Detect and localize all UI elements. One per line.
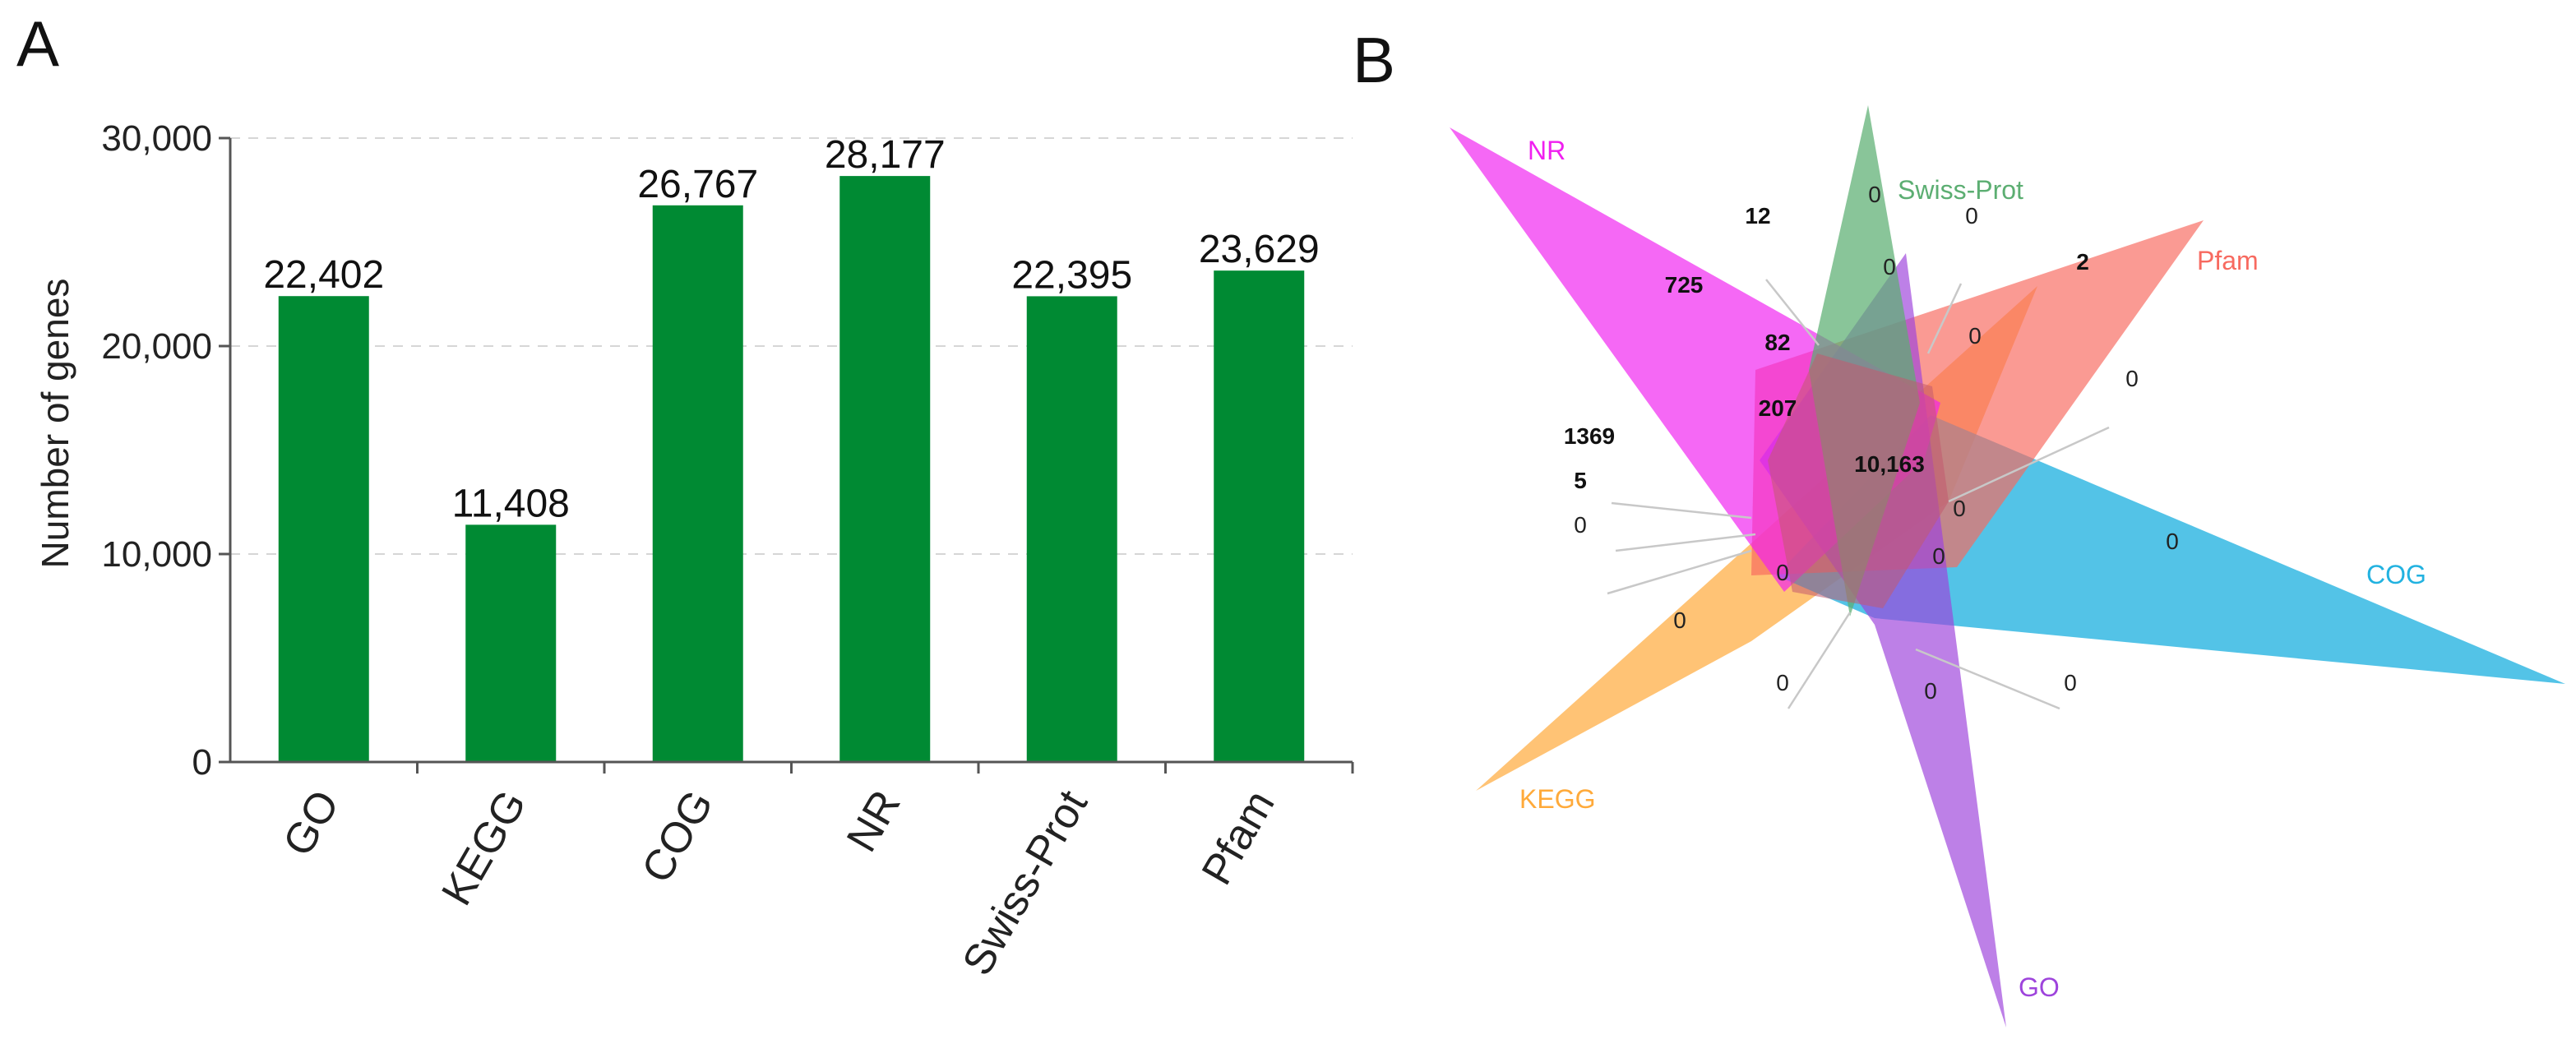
venn-region-count: 725 [1665, 272, 1704, 298]
x-ticks: GO KEGG COG NR Swiss-Prot Pfam [274, 762, 1354, 984]
x-tick-label: Swiss-Prot [954, 783, 1098, 984]
bar-nr [839, 176, 931, 763]
venn-region-count: 0 [1965, 203, 1978, 229]
y-ticks: 0 10,000 20,000 30,000 [101, 118, 230, 783]
y-tick-label: 30,000 [101, 118, 212, 159]
venn-region-count: 82 [1764, 330, 1790, 355]
venn-core [1768, 353, 1949, 608]
venn-region-count: 0 [1868, 182, 1881, 207]
bar-swiss-prot [1026, 296, 1117, 762]
venn-region-count: 0 [1968, 323, 1982, 349]
panel-a-letter: A [16, 7, 59, 80]
bar-value-label: 28,177 [825, 133, 946, 177]
bars [278, 176, 1305, 763]
bar-chart: 22,402 11,408 26,767 28,177 22,395 23,629 0 10… [34, 118, 1354, 984]
venn-set-label-nr: NR [1528, 136, 1565, 165]
bar-value-label: 11,408 [452, 482, 570, 525]
venn-set-label-go: GO [2019, 972, 2060, 1002]
venn-set-label-pfam: Pfam [2197, 246, 2259, 275]
venn-region-count: 1369 [1564, 423, 1615, 449]
x-tick-label: NR [838, 783, 910, 860]
venn-region-count: 0 [2064, 670, 2077, 695]
venn-region-count: 0 [1924, 678, 1937, 704]
venn-set-label-cog: COG [2366, 560, 2426, 589]
bar-value-label: 22,402 [263, 253, 384, 297]
venn-region-count: 2 [2076, 249, 2089, 275]
venn-region-count: 0 [1932, 543, 1945, 569]
venn-region-count: 0 [1776, 670, 1789, 695]
y-tick-label: 10,000 [101, 534, 212, 575]
venn-leader-lines [1607, 279, 2110, 710]
x-tick-label: Pfam [1193, 783, 1284, 893]
venn-region-count: 12 [1745, 203, 1770, 229]
bar-value-label: 23,629 [1199, 228, 1320, 271]
venn-diagram: NR Swiss-Prot Pfam COG GO KEGG 12 725 82… [1450, 105, 2565, 1028]
venn-set-label-kegg: KEGG [1519, 784, 1595, 814]
venn-region-count: 0 [2166, 529, 2179, 554]
venn-region-count: 0 [1883, 254, 1896, 279]
venn-region-count: 207 [1759, 395, 1797, 421]
bar-value-label: 26,767 [637, 163, 758, 206]
bar-go [278, 296, 369, 763]
venn-region-count: 10,163 [1854, 451, 1925, 477]
bar-value-labels: 22,402 11,408 26,767 28,177 22,395 23,629 [263, 133, 1319, 525]
y-tick-label: 20,000 [101, 326, 212, 367]
y-axis-label: Number of genes [34, 279, 76, 569]
venn-region-count: 0 [1776, 560, 1789, 585]
venn-region-count: 0 [1574, 512, 1587, 538]
venn-region-count: 0 [1953, 496, 1966, 521]
venn-region-count: 0 [1673, 607, 1686, 633]
bar-kegg [465, 524, 557, 762]
x-tick-label: COG [633, 783, 723, 891]
bar-value-label: 22,395 [1011, 253, 1132, 297]
x-tick-label: KEGG [432, 783, 535, 913]
gridlines [230, 137, 1353, 555]
venn-set-label-swissprot: Swiss-Prot [1898, 175, 2023, 205]
y-tick-label: 0 [192, 742, 212, 783]
venn-region-count: 5 [1574, 468, 1587, 493]
panel-b-letter: B [1353, 24, 1395, 96]
x-tick-label: GO [274, 783, 349, 864]
bar-cog [652, 205, 743, 762]
bar-pfam [1214, 270, 1305, 763]
venn-region-count: 0 [2125, 366, 2139, 391]
